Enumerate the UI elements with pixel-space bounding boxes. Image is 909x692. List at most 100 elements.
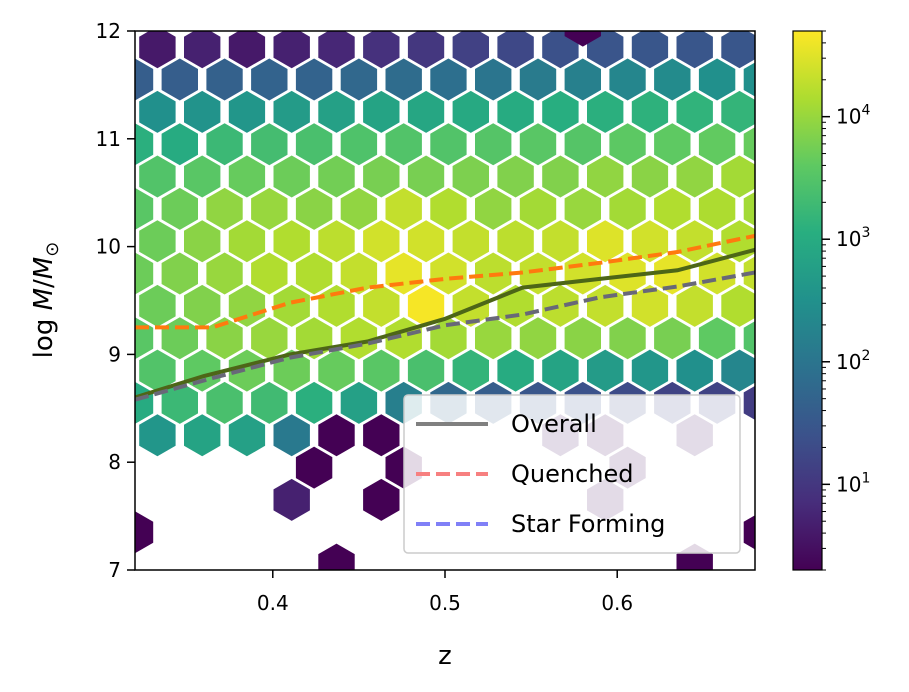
hexbin-cell [161,317,198,360]
hexbin-cell [654,58,691,101]
hexbin-cell [228,414,266,457]
hexbin-cell [721,155,755,198]
colorbar: 101 102 103 104 [792,30,870,571]
hexbin-cell [340,58,378,101]
hexbin-cell [676,284,713,327]
series-lines [135,233,755,402]
hexbin-cell [631,155,669,198]
hexbin-cell [295,123,333,166]
hexbin-cell [698,317,736,360]
hexbin-cell [273,414,310,457]
hexbin-cell [564,123,601,166]
hexbin-cell [135,187,154,230]
hexbin-cell [542,31,579,69]
hexbin-cell [564,187,601,230]
hexbin-cell [273,478,310,521]
hexbin-cell [609,252,646,295]
hexbin-cell [631,284,669,327]
hexbin-cell [475,317,512,360]
hexbin-cell [519,123,557,166]
hexbin-cell [295,446,333,489]
hexbin-cell [452,349,489,392]
hexbin-cell [497,90,534,133]
colorbar-tick-label: 102 [836,348,870,374]
hexbin-cell [475,123,512,166]
hexbin-cell [542,284,579,327]
hexbin-cell [295,252,333,295]
hexbin-cell [407,90,445,133]
hexbin-cell [295,58,333,101]
colorbar-tick-label: 101 [836,470,870,496]
hexbin-cell [318,220,355,263]
colorbar-tick-label: 103 [836,225,870,251]
hexbin-cell [206,252,243,295]
hexbin-cell [676,90,713,133]
hexbin-cell [206,187,243,230]
y-axis-title-m2: M [29,257,59,279]
hexbin-cell [587,349,624,392]
hexbin-cell [363,414,400,457]
hexbin-cell [363,284,400,327]
hexbin-cell [363,90,400,133]
y-tick-label: 10 [96,235,121,259]
hexbin-cell [587,284,624,327]
hexbin-cell [161,381,198,424]
x-tick-label: 0.6 [601,591,633,615]
hexbin-cell [139,349,176,392]
hexbin-cell [743,321,755,356]
hexbin-cell [497,155,534,198]
hexbin-cell [631,31,669,69]
hexbin-cell [385,252,422,295]
hexbin-cell [135,252,154,295]
hexbin-cell [497,349,534,392]
hexbin-cell [340,187,378,230]
hexbin-cell [497,31,534,69]
hexbin-cell [407,31,445,69]
hexbin-cell [251,123,288,166]
hexbin-cell [631,349,669,392]
hexbin-cell [228,349,266,392]
legend-label: Star Forming [511,510,665,538]
hexbin-cell [497,220,534,263]
hexbin-cell [206,381,243,424]
hexbin-cell [184,220,221,263]
hexbin-cell [676,155,713,198]
hexbin-cell [698,58,736,101]
hexbin-cell [452,220,489,263]
hexbin-cell [184,349,221,392]
hexbin-cell [587,90,624,133]
hexbin-cell [452,155,489,198]
hexbin-cell [139,155,176,198]
x-axis: 0.4 0.5 0.6 [257,570,633,615]
hexbin-cell [743,62,755,97]
hexbin-cell [363,31,400,69]
x-axis-title: z [438,641,452,671]
hexbin-cell [676,31,713,69]
quenched-line [135,233,755,330]
x-tick-label: 0.5 [429,591,461,615]
y-axis-title: log M/M⊙ [29,242,63,359]
hexbin-cell [654,252,691,295]
hexbin-cell [161,252,198,295]
hexbin-cell [452,90,489,133]
hexbin-cell [363,155,400,198]
hexbin-cell [609,187,646,230]
hexbin-cell [139,90,176,133]
hexbin-cell [564,31,601,47]
hexbin-cell [721,31,755,69]
hexbin-cell [519,58,557,101]
hexbin-cell [273,31,310,69]
legend-box [403,394,741,554]
y-axis: 7 8 9 10 11 12 [96,19,135,582]
y-tick-label: 8 [108,450,121,474]
hexbin-cell [519,317,557,360]
hexbin-cell [251,252,288,295]
y-axis-title-sun: ⊙ [42,242,63,257]
hexbin-cell [295,381,333,424]
hexbin-cell [631,90,669,133]
legend: Overall Quenched Star Forming [403,394,741,554]
hexbin-cell [743,191,755,226]
hexbin-cell [654,123,691,166]
hexbin-cell [475,58,512,101]
hexbin-cell [273,90,310,133]
